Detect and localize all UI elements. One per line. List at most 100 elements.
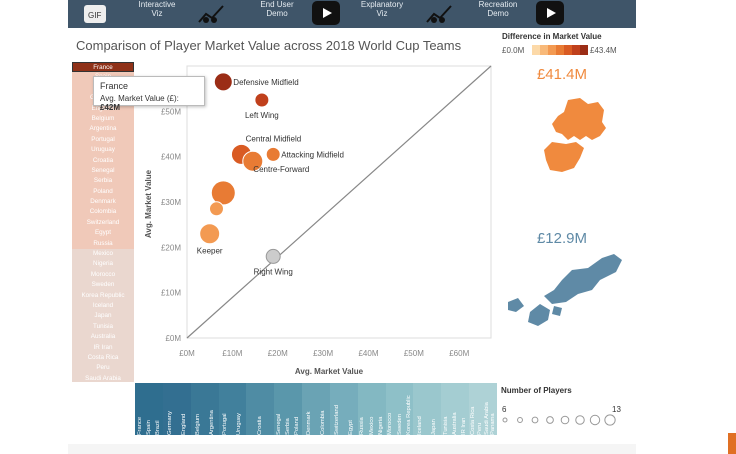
point-label: Defensive Midfield — [233, 78, 298, 87]
country-item[interactable]: Croatia — [72, 155, 134, 166]
country-item[interactable]: Egypt — [72, 228, 134, 239]
country-item[interactable]: Nigeria — [72, 259, 134, 270]
country-item[interactable]: Peru — [72, 363, 134, 374]
strip-country-label: Croatia — [257, 416, 264, 435]
strip-country-label: Portugal — [222, 413, 229, 435]
x-tick-label: £20M — [268, 349, 288, 358]
point-label: Attacking Midfield — [281, 150, 344, 159]
data-point[interactable] — [254, 92, 270, 108]
color-legend — [532, 45, 588, 55]
strip-country-label: Uruguay — [236, 413, 243, 435]
country-item[interactable]: Serbia — [72, 176, 134, 187]
country-item[interactable]: Tunisia — [72, 321, 134, 333]
strip-cell[interactable]: France Spain Brazil — [135, 383, 163, 435]
x-tick-label: £10M — [222, 349, 242, 358]
country-item[interactable]: Iceland — [72, 300, 134, 312]
data-point[interactable] — [213, 72, 233, 92]
point-label: Left Wing — [245, 111, 279, 120]
strip-cell[interactable]: Senegal Serbia Poland — [274, 383, 303, 435]
size-legend-circle — [517, 417, 523, 423]
y-tick-label: £30M — [161, 198, 181, 207]
legend-swatch — [540, 45, 548, 55]
strip-country-label: Serbia — [285, 418, 292, 435]
country-item[interactable]: Saudi Arabia — [72, 373, 134, 382]
country-item[interactable]: Sweden — [72, 280, 134, 291]
country-item[interactable]: Costa Rica — [72, 352, 134, 364]
strip-cell[interactable]: Switzerland Egypt — [329, 383, 358, 435]
strip-country-label: Senegal — [275, 413, 282, 435]
data-point[interactable] — [199, 223, 221, 245]
country-item[interactable]: IR Iran — [72, 342, 134, 353]
country-item[interactable]: Japan — [72, 311, 134, 322]
country-item[interactable]: Morocco — [72, 269, 134, 281]
country-item[interactable]: Belgium — [72, 113, 134, 125]
feedback-tab[interactable] — [728, 433, 736, 454]
strip-cell[interactable]: Costa Rica Peru Saudi Arabia Panama — [469, 383, 497, 435]
country-item[interactable]: Portugal — [72, 134, 134, 146]
strip-country-label: Argentina — [208, 410, 215, 435]
strip-cell[interactable]: Germany England — [162, 383, 191, 435]
top-navigation-bar: GIF Interactive Viz End User Demo Explan… — [68, 0, 636, 28]
nav-end-user-demo[interactable]: End User Demo — [260, 0, 294, 18]
point-label: Keeper — [197, 247, 223, 256]
strip-country-label: Sweden — [396, 414, 403, 435]
country-item[interactable]: Korea Republic — [72, 290, 134, 301]
x-tick-label: £40M — [358, 349, 378, 358]
country-item[interactable]: Australia — [72, 332, 134, 343]
data-point[interactable] — [208, 201, 224, 217]
diagonal-reference-line — [186, 65, 492, 339]
players-legend-title: Number of Players — [501, 386, 572, 395]
strip-cell[interactable]: Croatia — [246, 383, 275, 435]
country-item[interactable]: Russia — [72, 238, 134, 250]
strip-country-label: England — [180, 413, 187, 435]
strip-country-label: Denmark — [306, 411, 313, 435]
strip-cell[interactable]: Iceland Japan — [413, 383, 442, 435]
gif-icon[interactable]: GIF — [82, 2, 112, 26]
strip-cell[interactable]: Morocco Sweden Korea Republic — [385, 383, 414, 435]
country-item[interactable]: Senegal — [72, 165, 134, 177]
strip-country-label: Morocco — [387, 412, 394, 435]
legend-swatch — [532, 45, 540, 55]
country-item[interactable]: Colombia — [72, 207, 134, 218]
players-max: 13 — [612, 405, 621, 414]
data-point[interactable] — [210, 180, 236, 206]
nav-explanatory-viz[interactable]: Explanatory Viz — [360, 0, 404, 18]
data-point[interactable] — [265, 248, 281, 264]
nav-interactive-viz[interactable]: Interactive Viz — [138, 0, 176, 18]
country-item[interactable]: Switzerland — [72, 217, 134, 229]
data-point[interactable] — [242, 150, 264, 172]
nav-recreation-demo[interactable]: Recreation Demo — [478, 0, 518, 18]
country-item[interactable]: England — [72, 103, 134, 114]
country-item[interactable]: Poland — [72, 186, 134, 198]
country-item[interactable]: France — [72, 62, 134, 73]
data-point[interactable] — [265, 146, 281, 162]
tooltip-value-line: Avg. Market Value (£): £42M — [100, 94, 179, 112]
country-item[interactable]: Mexico — [72, 249, 134, 260]
country-item[interactable]: Argentina — [72, 124, 134, 135]
strip-cell[interactable]: Tunisia Australia IR Iran — [441, 383, 470, 435]
play-demo-button[interactable] — [312, 1, 340, 25]
legend-swatch — [564, 45, 572, 55]
strip-country-label: Iceland — [417, 416, 424, 435]
france-map — [544, 98, 606, 172]
strip-country-label: Poland — [294, 416, 301, 435]
scatter-chart[interactable]: £0M £10M £20M £30M £40M £50M £0M £10M £20M £30M £4… — [135, 62, 495, 382]
strip-cell[interactable]: Denmark Colombia — [302, 383, 330, 435]
play-recreation-button[interactable] — [536, 1, 564, 25]
country-item[interactable]: Uruguay — [72, 145, 134, 156]
strip-cell[interactable]: Russia Mexico Nigeria — [357, 383, 386, 435]
country-item[interactable]: Denmark — [72, 197, 134, 208]
strip-country-label: Nigeria — [377, 416, 384, 435]
chart-icon — [424, 2, 454, 26]
svg-text:GIF: GIF — [88, 11, 101, 20]
size-legend-circle — [589, 414, 601, 426]
strip-cell[interactable]: Portugal Uruguay — [218, 383, 247, 435]
legend-title: Difference in Market Value — [502, 32, 602, 41]
x-tick-label: £30M — [313, 349, 333, 358]
country-strip[interactable]: France Spain Brazil Germany England Belgium Ar… — [135, 383, 497, 435]
strip-country-label: Germany — [166, 411, 173, 435]
legend-swatch — [556, 45, 564, 55]
point-label: Central Midfield — [246, 134, 302, 143]
strip-cell[interactable]: Belgium Argentina — [190, 383, 219, 435]
strip-country-label: Russia — [359, 417, 366, 435]
